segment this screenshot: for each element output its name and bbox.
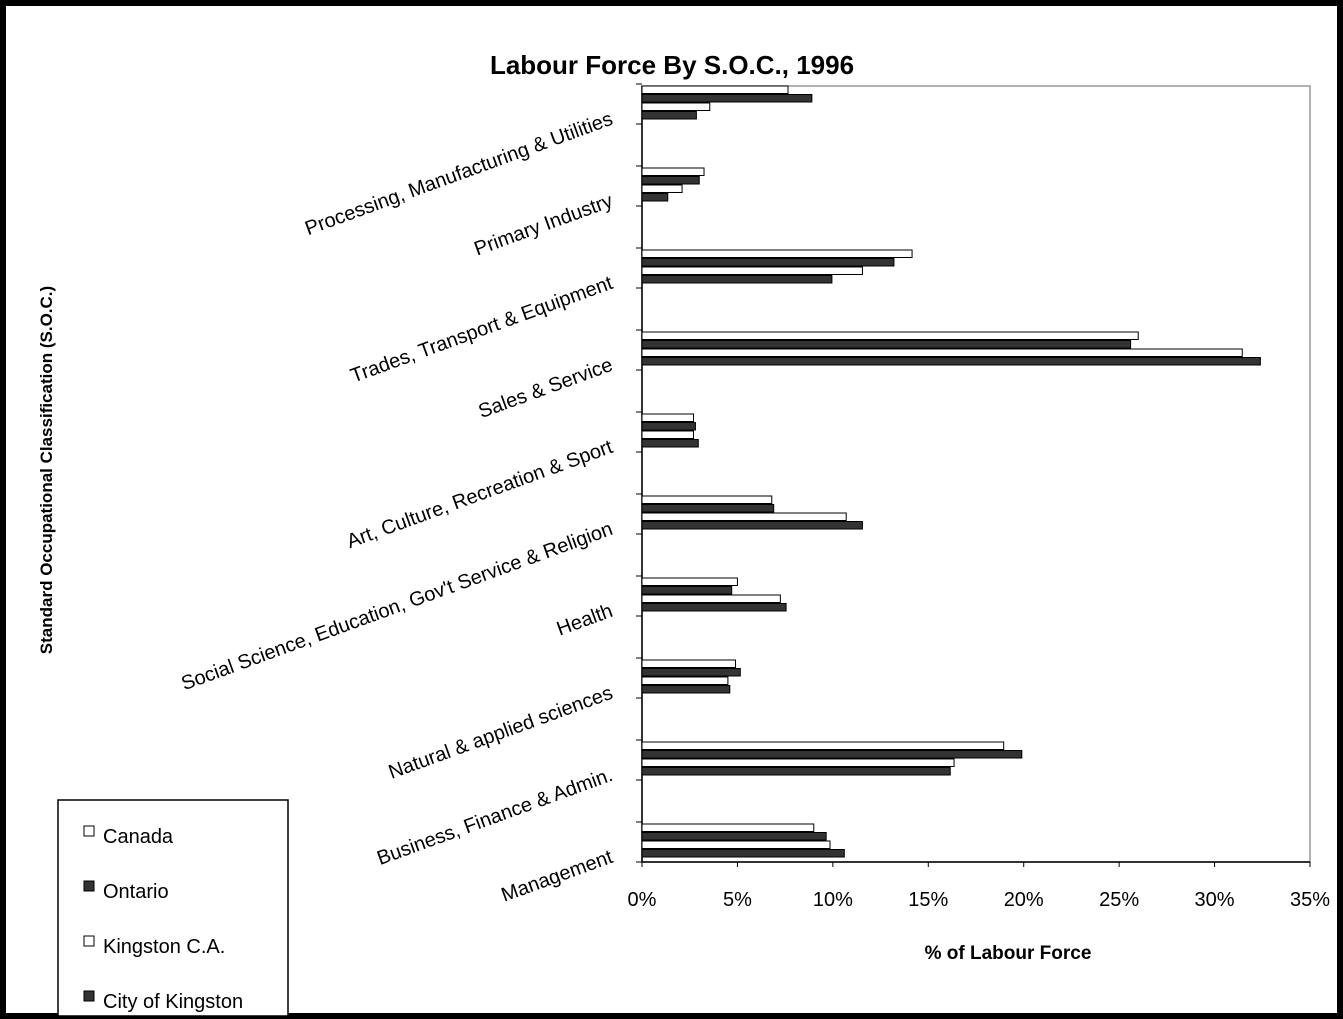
x-tick-label: 20% [1004, 889, 1044, 911]
y-axis-label: Standard Occupational Classification (S.… [37, 286, 56, 654]
bar [641, 348, 1243, 357]
bar [641, 750, 1023, 759]
x-tick-label: 5% [723, 889, 752, 911]
x-tick-label: 15% [908, 889, 948, 911]
bar [641, 167, 705, 176]
bar [641, 413, 695, 422]
bar [641, 741, 1005, 750]
legend [57, 799, 289, 1017]
bar [641, 504, 775, 513]
bar [641, 823, 815, 832]
bar [641, 258, 895, 267]
bar [641, 594, 781, 603]
legend-swatch [83, 880, 95, 892]
bar [641, 676, 729, 685]
bar [641, 94, 813, 103]
bar [641, 266, 863, 275]
bar [641, 111, 697, 120]
bar [641, 685, 731, 694]
bar [641, 340, 1132, 349]
bar [641, 767, 951, 776]
bar [641, 849, 845, 858]
bar [641, 577, 738, 586]
legend-swatch [83, 935, 95, 947]
legend-swatch [83, 990, 95, 1002]
x-tick-label: 30% [1195, 889, 1235, 911]
x-tick-label: 35% [1290, 889, 1330, 911]
bar [641, 512, 847, 521]
bar [641, 184, 683, 193]
bar [641, 668, 741, 677]
bar [641, 85, 789, 94]
bar [641, 102, 711, 111]
legend-label: Canada [103, 826, 174, 848]
bar [641, 193, 669, 202]
bar [641, 331, 1139, 340]
bar [641, 176, 700, 185]
bar [641, 840, 831, 849]
bar [641, 659, 737, 668]
bar [641, 439, 699, 448]
bar [641, 521, 863, 530]
legend-label: Kingston C.A. [103, 936, 225, 958]
legend-label: City of Kingston [103, 991, 243, 1013]
x-axis-label: % of Labour Force [925, 943, 1092, 964]
legend-label: Ontario [103, 881, 169, 903]
chart-title: Labour Force By S.O.C., 1996 [490, 50, 854, 80]
bar [641, 586, 733, 595]
x-tick-label: 10% [813, 889, 853, 911]
legend-swatch [83, 825, 95, 837]
bar [641, 275, 833, 284]
bar [641, 422, 696, 431]
bar [641, 603, 787, 612]
x-tick-label: 0% [628, 889, 657, 911]
bar [641, 249, 913, 258]
bar [641, 832, 827, 841]
x-tick-label: 25% [1099, 889, 1139, 911]
bar [641, 357, 1261, 366]
bar [641, 495, 773, 504]
bar [641, 758, 955, 767]
bar [641, 430, 695, 439]
